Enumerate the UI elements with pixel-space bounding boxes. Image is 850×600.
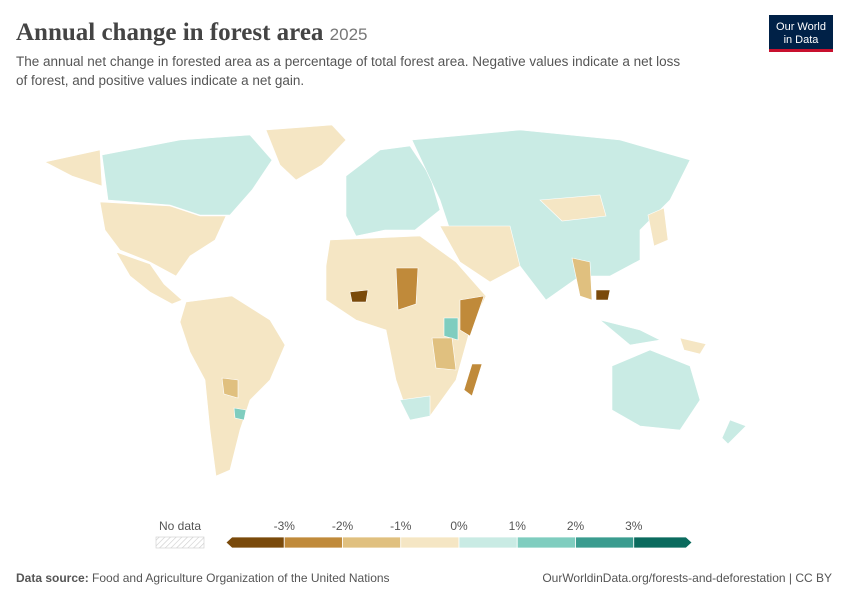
country — [431, 337, 457, 371]
legend-swatch — [283, 536, 343, 549]
country — [101, 134, 273, 216]
legend: No data -3% -2% -1% 0% 1% 2% 3% — [155, 519, 693, 549]
legend-tick-label: 2% — [567, 519, 585, 533]
world-map — [44, 124, 747, 477]
source-label: Data source: — [16, 571, 89, 585]
title-text: Annual change in forest area — [16, 19, 324, 46]
legend-tick-label: 1% — [509, 519, 527, 533]
legend-swatch — [225, 536, 285, 549]
subtitle: of forest, and positive values indicate … — [16, 73, 304, 88]
country — [221, 377, 239, 399]
legend-label: No data — [159, 519, 201, 533]
legend-swatch — [633, 536, 693, 549]
country — [595, 289, 611, 301]
source: Food and Agriculture Organization of the… — [92, 571, 390, 585]
country — [539, 194, 607, 222]
legend-tick-label: 3% — [625, 519, 643, 533]
legend-swatch — [516, 536, 576, 549]
country — [459, 295, 485, 337]
year: 2025 — [330, 25, 368, 44]
legend-swatch — [400, 536, 460, 549]
country — [265, 124, 347, 181]
country — [349, 289, 369, 303]
legend-tick-label: -1% — [390, 519, 412, 533]
country — [611, 349, 701, 431]
country — [395, 267, 419, 311]
logo-text: in Data — [784, 34, 820, 46]
country — [679, 337, 707, 355]
subtitle: The annual net change in forested area a… — [16, 54, 680, 69]
country — [99, 201, 227, 277]
legend-tick-label: 0% — [450, 519, 468, 533]
country — [399, 395, 431, 421]
legend-swatch — [575, 536, 635, 549]
country — [233, 407, 247, 421]
footer-url[interactable]: OurWorldinData.org/forests-and-deforesta… — [542, 571, 832, 585]
legend-bins: -3% -2% -1% 0% 1% 2% 3% — [225, 519, 693, 549]
country — [463, 363, 483, 397]
country — [647, 207, 669, 247]
country — [571, 257, 593, 301]
logo[interactable]: Our World in Data — [769, 15, 833, 52]
legend-tick-label: -3% — [274, 519, 296, 533]
country — [115, 251, 183, 305]
legend-swatch — [342, 536, 402, 549]
country — [599, 319, 661, 346]
country — [443, 317, 459, 341]
legend-tick-label: -2% — [332, 519, 354, 533]
country — [44, 149, 103, 187]
no-data-swatch — [155, 536, 205, 549]
country — [345, 145, 441, 237]
country — [439, 225, 521, 283]
country — [721, 419, 747, 445]
title: Annual change in forest area 2025 — [16, 19, 368, 46]
footer-source: Data source: Food and Agriculture Organi… — [16, 571, 390, 585]
legend-swatch — [458, 536, 518, 549]
logo-text: Our World — [776, 21, 826, 33]
